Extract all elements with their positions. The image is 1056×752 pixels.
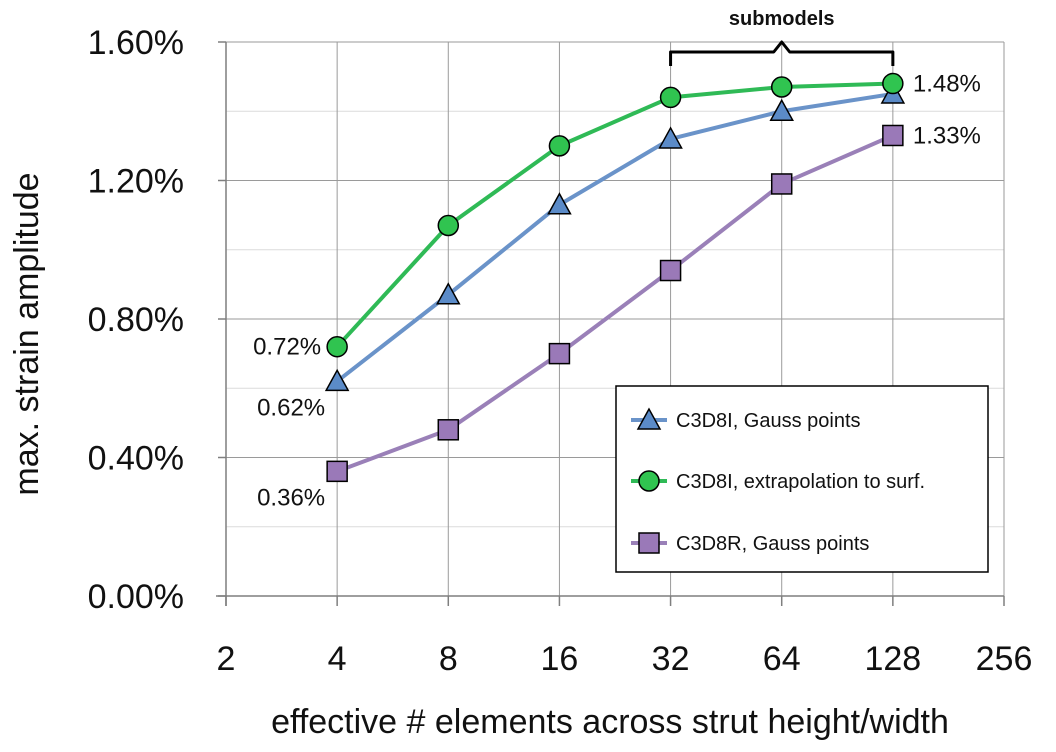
x-tick-label: 4 — [328, 640, 347, 678]
x-tick-label: 2 — [217, 640, 236, 678]
data-point-square — [770, 173, 793, 195]
annotation: submodels — [669, 8, 895, 66]
legend-box — [615, 385, 989, 573]
data-label: 0.36% — [257, 484, 325, 511]
x-tick-label: 256 — [976, 640, 1033, 678]
x-tick-label: 32 — [652, 640, 690, 678]
y-tick-label: 0.80% — [88, 301, 184, 339]
y-tick-label: 1.20% — [88, 163, 184, 201]
submodels-label: submodels — [729, 8, 835, 30]
data-labels: 0.72% 0.62% 0.36% 1.48% 1.33% — [253, 71, 981, 512]
data-point-triangle — [436, 282, 461, 305]
y-tick-label: 0.40% — [88, 440, 184, 478]
y-axis-title: max. strain amplitude — [8, 172, 46, 495]
series-line-triangle — [335, 91, 894, 383]
x-tick-label: 8 — [439, 640, 458, 678]
legend-marker-square — [638, 532, 660, 554]
data-label: 1.33% — [913, 122, 981, 149]
legend-marker-circle — [638, 470, 660, 492]
y-tick-label: 1.60% — [88, 24, 184, 62]
legend: C3D8I, Gauss points C3D8I, extrapolation … — [615, 385, 989, 573]
x-axis-title: effective # elements across strut height… — [271, 703, 949, 741]
series-line-circle — [335, 81, 893, 349]
series-markers — [324, 72, 906, 483]
axes: 0.00% 0.40% 0.80% 1.20% 1.60% 2 4 8 16 32 64 128 256 — [88, 24, 1033, 678]
data-point-square — [326, 460, 348, 483]
data-point-triangle — [547, 192, 572, 215]
data-point-triangle — [658, 126, 683, 149]
data-point-square — [659, 259, 682, 282]
y-tick-label: 0.00% — [88, 578, 184, 616]
data-point-circle — [548, 135, 571, 157]
submodels-brace — [669, 40, 895, 66]
data-point-circle — [882, 72, 904, 95]
data-point-triangle — [324, 368, 350, 392]
x-tick-label: 16 — [541, 640, 579, 678]
data-point-circle — [437, 214, 460, 237]
legend-label: C3D8R, Gauss points — [676, 533, 869, 555]
data-point-square — [882, 124, 904, 147]
data-point-circle — [326, 335, 348, 358]
legend-label: C3D8I, Gauss points — [676, 410, 861, 432]
data-point-triangle — [769, 98, 794, 121]
data-label: 0.62% — [257, 394, 325, 421]
data-label: 1.48% — [913, 71, 981, 98]
series-lines — [335, 81, 894, 474]
x-tick-label: 64 — [763, 640, 801, 678]
data-point-circle — [770, 76, 793, 98]
legend-label: C3D8I, extrapolation to surf. — [676, 471, 925, 493]
data-point-circle — [659, 86, 682, 109]
data-label: 0.72% — [253, 334, 321, 361]
data-point-square — [548, 342, 571, 365]
series-line-square — [336, 133, 894, 474]
legend-marker-triangle — [636, 407, 662, 430]
x-tick-label: 128 — [864, 640, 921, 678]
data-point-square — [437, 419, 460, 441]
